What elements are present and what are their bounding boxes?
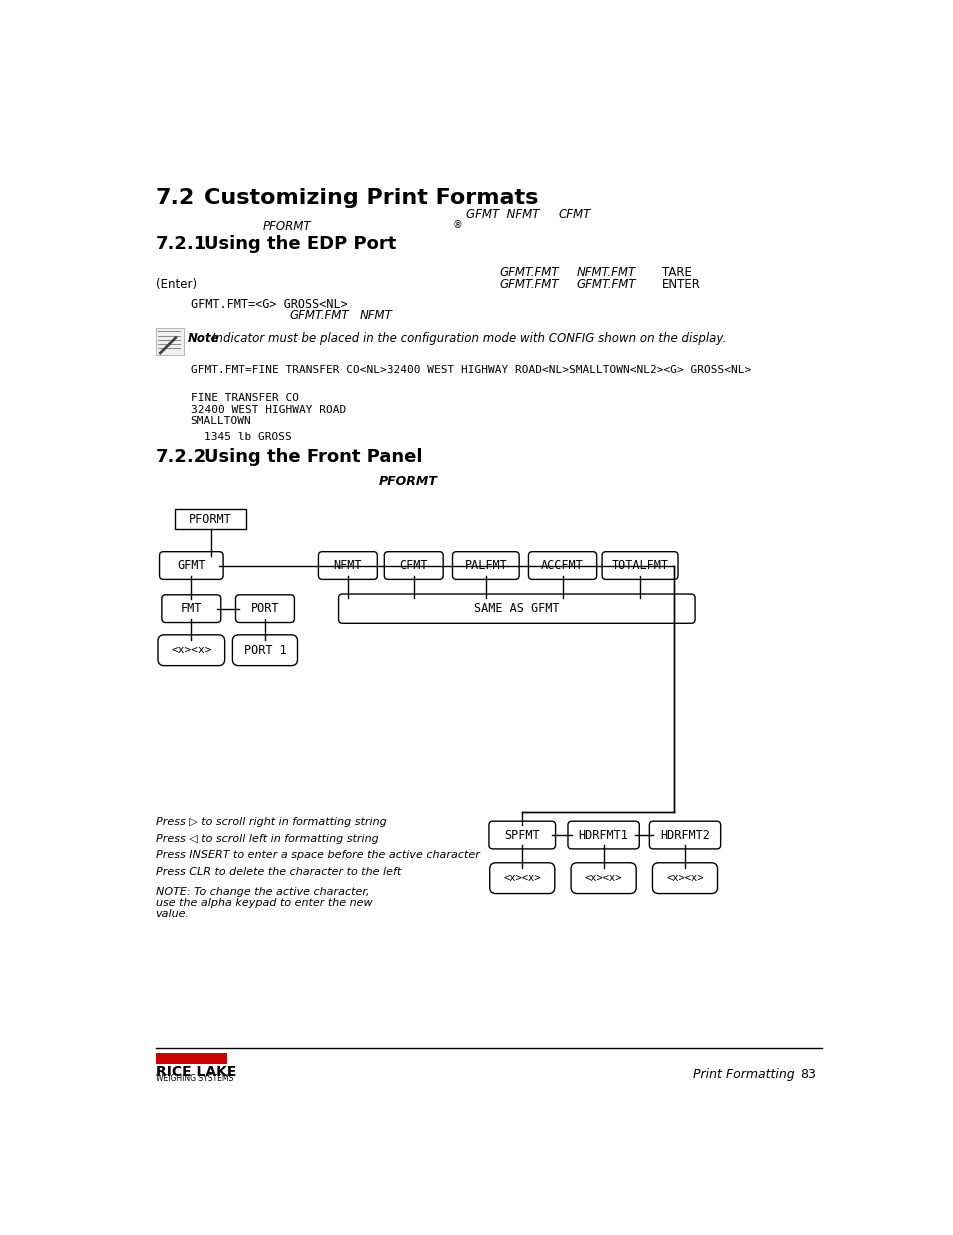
Text: GFMT  NFMT: GFMT NFMT — [466, 209, 539, 221]
Text: value.: value. — [155, 909, 190, 919]
Text: GFMT.FMT=<G> GROSS<NL>: GFMT.FMT=<G> GROSS<NL> — [191, 298, 347, 310]
FancyBboxPatch shape — [649, 821, 720, 848]
FancyBboxPatch shape — [601, 552, 678, 579]
Text: ACCFMT: ACCFMT — [540, 559, 583, 572]
Text: GFMT.FMT=FINE TRANSFER CO<NL>32400 WEST HIGHWAY ROAD<NL>SMALLTOWN<NL2><G> GROSS<: GFMT.FMT=FINE TRANSFER CO<NL>32400 WEST … — [191, 366, 750, 375]
Text: <x><x>: <x><x> — [171, 645, 212, 656]
Text: PALFMT: PALFMT — [464, 559, 507, 572]
FancyBboxPatch shape — [567, 821, 639, 848]
FancyBboxPatch shape — [338, 594, 695, 624]
Text: <x><x>: <x><x> — [665, 873, 703, 883]
FancyBboxPatch shape — [162, 595, 220, 622]
FancyBboxPatch shape — [233, 635, 297, 666]
Text: PFORMT: PFORMT — [262, 220, 311, 233]
Text: 83: 83 — [799, 1068, 815, 1082]
Text: HDRFMT1: HDRFMT1 — [578, 829, 628, 841]
Text: Indicator must be placed in the configuration mode with CONFIG shown on the disp: Indicator must be placed in the configur… — [212, 332, 726, 346]
Text: Using the EDP Port: Using the EDP Port — [204, 235, 396, 253]
Text: 7.2.2: 7.2.2 — [155, 448, 207, 467]
Text: ®: ® — [452, 220, 462, 230]
Text: SMALLTOWN: SMALLTOWN — [191, 416, 251, 426]
Text: HDRFMT2: HDRFMT2 — [659, 829, 709, 841]
Text: RICE LAKE: RICE LAKE — [155, 1065, 235, 1078]
Text: GFMT.FMT: GFMT.FMT — [576, 278, 636, 290]
Bar — [174, 509, 246, 530]
Text: Print Formatting: Print Formatting — [692, 1068, 794, 1082]
Text: CFMT: CFMT — [558, 209, 590, 221]
Text: Press CLR to delete the character to the left: Press CLR to delete the character to the… — [155, 867, 400, 877]
Text: PFORMT: PFORMT — [378, 475, 437, 489]
Text: TOTALFMT: TOTALFMT — [611, 559, 668, 572]
FancyBboxPatch shape — [318, 552, 377, 579]
FancyBboxPatch shape — [489, 863, 555, 894]
Text: GFMT.FMT: GFMT.FMT — [290, 309, 349, 322]
FancyBboxPatch shape — [652, 863, 717, 894]
Text: PORT: PORT — [251, 603, 279, 615]
Text: TARE: TARE — [661, 266, 691, 279]
Text: Press INSERT to enter a space before the active character: Press INSERT to enter a space before the… — [155, 851, 479, 861]
Text: Press ▷ to scroll right in formatting string: Press ▷ to scroll right in formatting st… — [155, 816, 386, 826]
Text: 32400 WEST HIGHWAY ROAD: 32400 WEST HIGHWAY ROAD — [191, 405, 345, 415]
Text: Customizing Print Formats: Customizing Print Formats — [204, 188, 538, 209]
Text: 7.2.1: 7.2.1 — [155, 235, 207, 253]
Text: SAME AS GFMT: SAME AS GFMT — [474, 603, 559, 615]
Text: PORT 1: PORT 1 — [243, 643, 286, 657]
Text: use the alpha keypad to enter the new: use the alpha keypad to enter the new — [155, 898, 372, 908]
Text: GFMT: GFMT — [177, 559, 205, 572]
Text: PFORMT: PFORMT — [189, 513, 232, 526]
Text: (Enter): (Enter) — [155, 278, 196, 290]
Text: Using the Front Panel: Using the Front Panel — [204, 448, 422, 467]
FancyBboxPatch shape — [158, 635, 224, 666]
Text: GFMT.FMT: GFMT.FMT — [498, 278, 558, 290]
Text: FINE TRANSFER CO: FINE TRANSFER CO — [191, 393, 298, 403]
FancyBboxPatch shape — [488, 821, 555, 848]
Text: <x><x>: <x><x> — [584, 873, 621, 883]
Text: NFMT.FMT: NFMT.FMT — [576, 266, 635, 279]
FancyBboxPatch shape — [235, 595, 294, 622]
Text: NFMT: NFMT — [334, 559, 362, 572]
Text: SPFMT: SPFMT — [504, 829, 539, 841]
Text: Note: Note — [187, 332, 219, 346]
Bar — [155, 329, 183, 354]
Text: ENTER: ENTER — [661, 278, 700, 290]
Text: <x><x>: <x><x> — [503, 873, 540, 883]
FancyBboxPatch shape — [384, 552, 443, 579]
Text: GFMT.FMT: GFMT.FMT — [498, 266, 558, 279]
Text: FMT: FMT — [180, 603, 202, 615]
FancyBboxPatch shape — [452, 552, 518, 579]
Text: NOTE: To change the active character,: NOTE: To change the active character, — [155, 888, 369, 898]
FancyBboxPatch shape — [571, 863, 636, 894]
FancyBboxPatch shape — [159, 552, 223, 579]
Text: CFMT: CFMT — [399, 559, 428, 572]
Text: Press ◁ to scroll left in formatting string: Press ◁ to scroll left in formatting str… — [155, 834, 378, 844]
Text: NFMT: NFMT — [359, 309, 392, 322]
Text: WEIGHING SYSTEMS: WEIGHING SYSTEMS — [155, 1073, 233, 1083]
Text: 7.2: 7.2 — [155, 188, 194, 209]
Bar — [155, 1053, 227, 1063]
FancyBboxPatch shape — [528, 552, 596, 579]
Text: 1345 lb GROSS: 1345 lb GROSS — [204, 431, 292, 442]
